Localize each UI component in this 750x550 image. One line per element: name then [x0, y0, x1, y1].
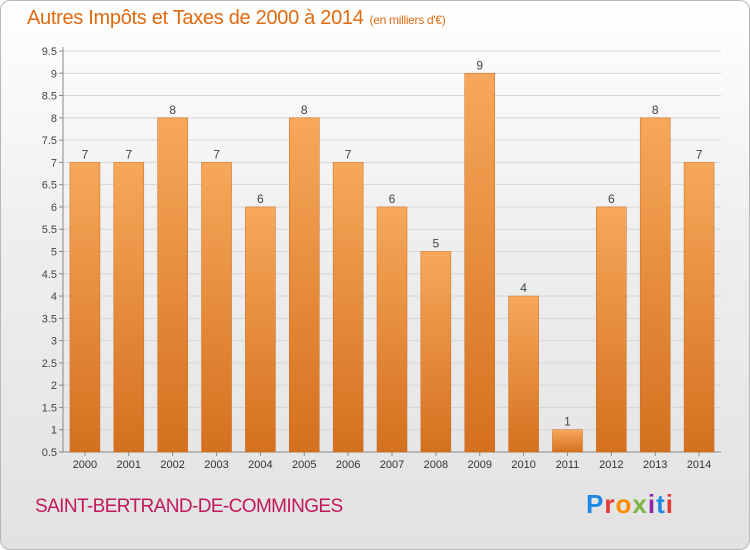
- bar[interactable]: [420, 251, 452, 453]
- x-tick-label: 2013: [643, 459, 667, 471]
- data-label: 7: [125, 147, 132, 161]
- y-tick-label: 9: [51, 68, 57, 80]
- bar[interactable]: [508, 295, 539, 453]
- y-tick-label: 0.5: [42, 447, 57, 459]
- data-label: 1: [564, 415, 571, 429]
- y-tick-label: 6: [51, 202, 57, 214]
- logo-letter: i: [665, 489, 674, 519]
- data-label: 6: [608, 192, 615, 206]
- bar[interactable]: [332, 162, 364, 453]
- x-tick-label: 2005: [292, 459, 316, 471]
- y-tick-label: 9.5: [42, 46, 57, 58]
- bar[interactable]: [376, 206, 408, 453]
- x-tick-label: 2011: [556, 459, 580, 471]
- x-tick-label: 2010: [511, 459, 535, 471]
- x-tick-label: 2006: [336, 459, 360, 471]
- logo-letter: r: [604, 489, 616, 519]
- data-label: 7: [345, 147, 352, 161]
- x-tick-label: 2001: [117, 459, 141, 471]
- data-label: 7: [82, 147, 89, 161]
- y-tick-label: 6.5: [42, 180, 57, 192]
- chart-title-text: Autres Impôts et Taxes de 2000 à 2014: [27, 7, 364, 29]
- data-label: 7: [696, 147, 703, 161]
- data-label: 4: [520, 281, 527, 295]
- x-tick-label: 2003: [204, 459, 228, 471]
- y-tick-label: 8: [51, 113, 57, 125]
- bar[interactable]: [639, 117, 671, 453]
- logo-letter: t: [656, 489, 666, 519]
- x-tick-label: 2004: [248, 459, 272, 471]
- bar[interactable]: [552, 429, 583, 453]
- data-label: 8: [169, 103, 176, 117]
- data-label: 8: [652, 103, 659, 117]
- bar[interactable]: [201, 162, 232, 453]
- bar[interactable]: [596, 206, 627, 453]
- commune-name: SAINT-BERTRAND-DE-COMMINGES: [35, 496, 343, 517]
- y-tick-label: 2: [51, 380, 57, 392]
- logo-letter: P: [586, 489, 605, 519]
- logo-letter: o: [615, 489, 633, 519]
- y-tick-label: 5: [51, 247, 57, 259]
- y-tick-label: 3: [51, 336, 57, 348]
- x-tick-label: 2007: [380, 459, 404, 471]
- chart-title: Autres Impôts et Taxes de 2000 à 2014 (en…: [27, 7, 446, 30]
- y-tick-label: 3.5: [42, 313, 57, 325]
- bar[interactable]: [245, 206, 276, 453]
- proxiti-logo[interactable]: Proxiti: [586, 489, 674, 520]
- x-tick-label: 2009: [467, 459, 491, 471]
- data-label: 6: [389, 192, 396, 206]
- y-tick-label: 1: [51, 425, 57, 437]
- chart-unit: (en milliers d'€): [369, 13, 446, 27]
- data-label: 6: [257, 192, 264, 206]
- y-tick-label: 7: [51, 157, 57, 169]
- x-tick-label: 2012: [599, 459, 623, 471]
- data-label: 5: [433, 237, 440, 251]
- y-tick-label: 4.5: [42, 269, 57, 281]
- y-tick-label: 7.5: [42, 135, 57, 147]
- bar[interactable]: [113, 162, 145, 453]
- logo-letter: x: [632, 489, 648, 519]
- y-tick-label: 1.5: [42, 402, 57, 414]
- y-tick-label: 2.5: [42, 358, 57, 370]
- labels: 0.5 1 1.5 2 2.5 3 3.5 4 4.5 5 5.5 6 6.5 7 7.5 8 8.5 9 9.5 7…: [42, 46, 712, 471]
- x-tick-label: 2008: [424, 459, 448, 471]
- data-label: 9: [476, 58, 483, 72]
- x-tick-label: 2014: [687, 459, 711, 471]
- x-tick-label: 2002: [160, 459, 184, 471]
- bar[interactable]: [683, 162, 715, 453]
- y-tick-label: 8.5: [42, 91, 57, 103]
- y-tick-label: 5.5: [42, 224, 57, 236]
- x-tick-label: 2000: [73, 459, 97, 471]
- bars: [69, 73, 715, 453]
- y-tick-label: 4: [51, 291, 57, 303]
- data-label: 7: [213, 147, 220, 161]
- bar[interactable]: [157, 117, 188, 453]
- bar[interactable]: [289, 117, 320, 453]
- logo-letter: i: [647, 489, 657, 519]
- data-label: 8: [301, 103, 308, 117]
- bar[interactable]: [464, 73, 495, 453]
- bar[interactable]: [69, 162, 101, 453]
